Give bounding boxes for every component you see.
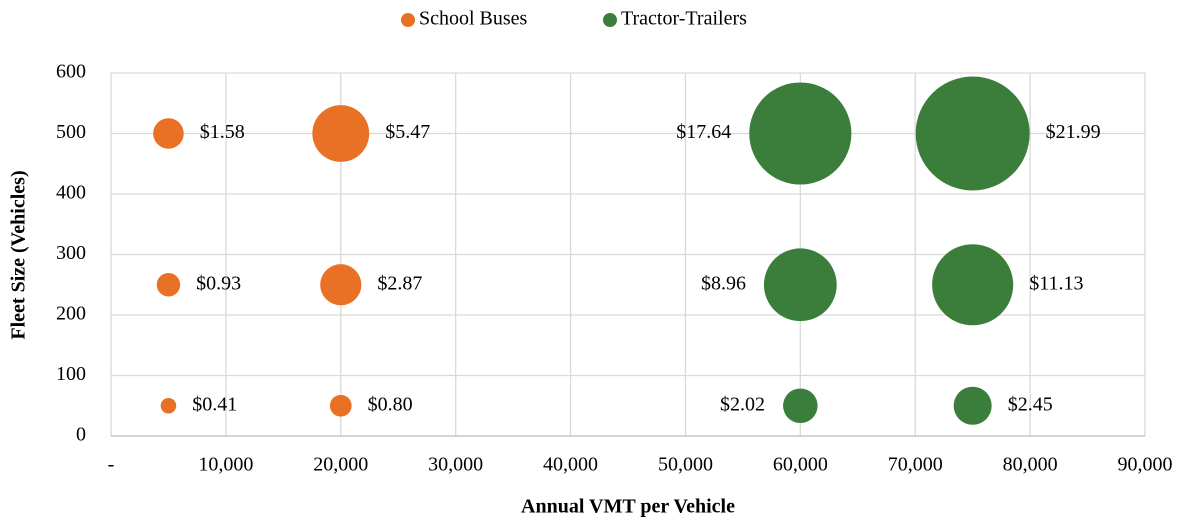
x-tick-label: 40,000 <box>543 454 598 476</box>
y-tick-label: 400 <box>56 182 86 204</box>
bubble <box>312 105 370 162</box>
x-tick-label: - <box>108 454 115 476</box>
y-tick-label: 100 <box>56 363 86 385</box>
x-tick-label: 10,000 <box>198 454 253 476</box>
bubble <box>953 386 992 425</box>
legend-label: Tractor-Trailers <box>621 8 747 30</box>
data-label: $21.99 <box>1046 121 1101 143</box>
x-tick-label: 30,000 <box>428 454 483 476</box>
y-tick-label: 600 <box>56 61 86 83</box>
bubble <box>156 273 181 297</box>
data-label: $0.80 <box>368 393 413 415</box>
x-tick-label: 20,000 <box>313 454 368 476</box>
legend-marker <box>603 13 617 27</box>
y-tick-label: 200 <box>56 303 86 325</box>
data-label: $17.64 <box>676 121 731 143</box>
data-label: $11.13 <box>1029 272 1083 294</box>
bubble <box>932 244 1014 326</box>
bubble <box>320 264 362 306</box>
data-label: $5.47 <box>385 121 430 143</box>
y-tick-label: 0 <box>76 424 86 446</box>
x-tick-label: 70,000 <box>888 454 943 476</box>
bubble <box>153 118 184 149</box>
data-label: $2.87 <box>377 272 422 294</box>
x-tick-label: 90,000 <box>1118 454 1173 476</box>
legend-label: School Buses <box>419 8 528 30</box>
data-label: $2.45 <box>1008 393 1053 415</box>
x-tick-label: 80,000 <box>1003 454 1058 476</box>
bubble <box>915 76 1030 191</box>
y-axis-title: Fleet Size (Vehicles) <box>8 170 30 339</box>
y-tick-label: 500 <box>56 121 86 143</box>
bubble <box>329 394 352 417</box>
bubble <box>749 82 852 185</box>
data-label: $0.41 <box>192 393 237 415</box>
data-label: $1.58 <box>200 121 245 143</box>
bubble <box>783 388 818 424</box>
data-label: $8.96 <box>701 272 746 294</box>
bubble <box>160 397 177 414</box>
x-axis-title: Annual VMT per Vehicle <box>521 496 735 518</box>
legend-marker <box>401 13 415 27</box>
x-tick-label: 50,000 <box>658 454 713 476</box>
bubble <box>763 248 837 322</box>
data-label: $2.02 <box>720 393 765 415</box>
y-tick-label: 300 <box>56 242 86 264</box>
data-label: $0.93 <box>196 272 241 294</box>
x-tick-label: 60,000 <box>773 454 828 476</box>
